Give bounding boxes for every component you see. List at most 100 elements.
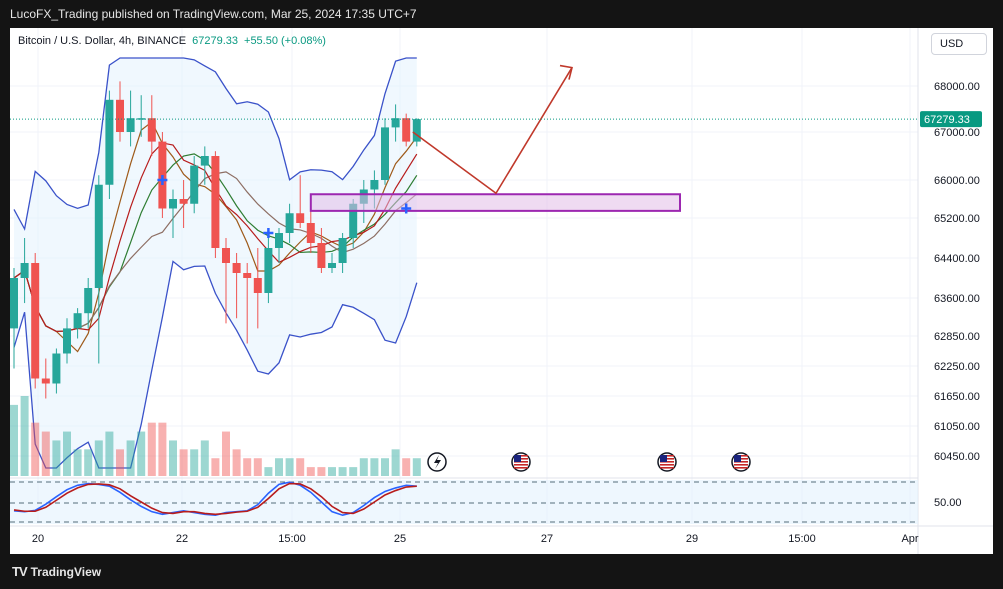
volume-bar bbox=[264, 467, 273, 476]
price-tick-label: 68000.00 bbox=[934, 81, 980, 93]
flash-bolt bbox=[434, 455, 441, 469]
flag-stripe bbox=[734, 467, 748, 469]
candle-body bbox=[31, 263, 40, 379]
legend-price: 67279.33 bbox=[192, 35, 239, 47]
flag-stripe bbox=[514, 467, 528, 469]
candle bbox=[94, 175, 103, 364]
candle-body bbox=[296, 213, 305, 223]
candle bbox=[328, 253, 336, 273]
volume-bar bbox=[20, 396, 29, 476]
candle-body bbox=[52, 353, 61, 384]
volume-bar bbox=[147, 422, 156, 476]
tradingview-brand[interactable]: TV TradingView bbox=[12, 564, 101, 579]
candle-body bbox=[306, 223, 315, 243]
candle bbox=[275, 228, 283, 263]
candle-body bbox=[73, 313, 82, 329]
flag-stripe bbox=[734, 464, 748, 466]
time-tick-label: 27 bbox=[541, 533, 553, 545]
candle-body bbox=[349, 203, 358, 238]
candle bbox=[84, 278, 93, 329]
volume-bar bbox=[10, 404, 18, 476]
volume-bar bbox=[412, 458, 421, 476]
volume-bar bbox=[73, 449, 82, 476]
signal-marker bbox=[157, 175, 168, 185]
candle-body bbox=[105, 99, 114, 185]
volume-bar bbox=[243, 458, 252, 476]
volume-bar bbox=[317, 467, 326, 476]
volume-bar bbox=[169, 440, 177, 476]
volume-bar bbox=[41, 431, 50, 476]
volume-bar bbox=[116, 449, 124, 476]
volume-bar bbox=[349, 467, 358, 476]
candle bbox=[73, 308, 82, 339]
candle bbox=[412, 118, 421, 147]
candle-body bbox=[317, 243, 326, 268]
flag-canton bbox=[660, 455, 667, 462]
candle bbox=[169, 189, 177, 238]
volume-bar bbox=[200, 440, 209, 476]
flash-icon bbox=[427, 452, 447, 472]
time-tick-label: 20 bbox=[32, 533, 44, 545]
symbol-legend: Bitcoin / U.S. Dollar, 4h, BINANCE 67279… bbox=[18, 35, 326, 47]
candle-body bbox=[179, 199, 188, 204]
flag-canton bbox=[514, 455, 521, 462]
chart-frame[interactable]: 67279.33 68000.00 67000.00 66000.00 65200.00… bbox=[10, 28, 993, 554]
candle bbox=[52, 348, 61, 394]
bollinger-upper bbox=[13, 57, 417, 231]
volume-bar bbox=[211, 458, 220, 476]
candle-body bbox=[63, 328, 71, 354]
candle bbox=[10, 268, 18, 369]
chart-canvas[interactable]: 67279.33 68000.00 67000.00 66000.00 65200.00… bbox=[10, 28, 993, 554]
volume-bar bbox=[126, 440, 135, 476]
volume-bar bbox=[31, 422, 40, 476]
brand-name: TradingView bbox=[30, 564, 102, 579]
candle-body bbox=[253, 278, 262, 293]
candle bbox=[63, 318, 71, 364]
legend-change: +55.50 (+0.08%) bbox=[244, 35, 326, 47]
candle bbox=[402, 113, 411, 147]
price-tick-label: 63600.00 bbox=[934, 293, 980, 305]
candle-body bbox=[381, 127, 389, 180]
time-tick-label: Apr bbox=[901, 533, 918, 545]
candle bbox=[338, 233, 347, 273]
bollinger-lower bbox=[13, 260, 418, 469]
candle bbox=[147, 95, 156, 156]
price-tick-label: 67000.00 bbox=[934, 127, 980, 139]
candle-body bbox=[147, 118, 156, 142]
volume-bar bbox=[253, 458, 262, 476]
price-tick-label: 62250.00 bbox=[934, 361, 980, 373]
volume-bar bbox=[84, 449, 93, 476]
oscillator-band bbox=[10, 480, 918, 524]
arrow-head bbox=[559, 64, 573, 80]
candle-body bbox=[200, 156, 209, 166]
bottom-bar: TV TradingView bbox=[0, 554, 1003, 589]
volume-bar bbox=[306, 467, 315, 476]
flag-stripe bbox=[660, 467, 674, 469]
price-tick-label: 61050.00 bbox=[934, 421, 980, 433]
volume-bar bbox=[94, 440, 103, 476]
candle-body bbox=[126, 118, 135, 132]
published-caption: LucoFX_Trading published on TradingView.… bbox=[10, 7, 417, 21]
volume-bar bbox=[63, 431, 71, 476]
price-tick-label: 66000.00 bbox=[934, 175, 980, 187]
candle-body bbox=[137, 118, 146, 120]
volume-bar bbox=[402, 458, 411, 476]
tradingview-logo-icon: TV bbox=[12, 564, 28, 579]
volume-bar bbox=[52, 440, 61, 476]
volume-bar bbox=[105, 431, 114, 476]
candle bbox=[211, 151, 220, 258]
price-tick-label: 60450.00 bbox=[934, 451, 980, 463]
candle-body bbox=[370, 180, 379, 190]
candle bbox=[126, 90, 135, 147]
flag-stripe bbox=[514, 464, 528, 466]
volume-bar bbox=[222, 431, 230, 476]
price-tick-label: 65200.00 bbox=[934, 213, 980, 225]
signal-marker bbox=[401, 203, 412, 214]
currency-button[interactable]: USD bbox=[931, 33, 987, 55]
candle bbox=[222, 238, 230, 324]
candle bbox=[317, 228, 326, 273]
top-bar: LucoFX_Trading published on TradingView.… bbox=[0, 0, 1003, 28]
candle bbox=[137, 95, 146, 137]
time-tick-label: 15:00 bbox=[788, 533, 816, 545]
time-tick-label: 29 bbox=[686, 533, 698, 545]
